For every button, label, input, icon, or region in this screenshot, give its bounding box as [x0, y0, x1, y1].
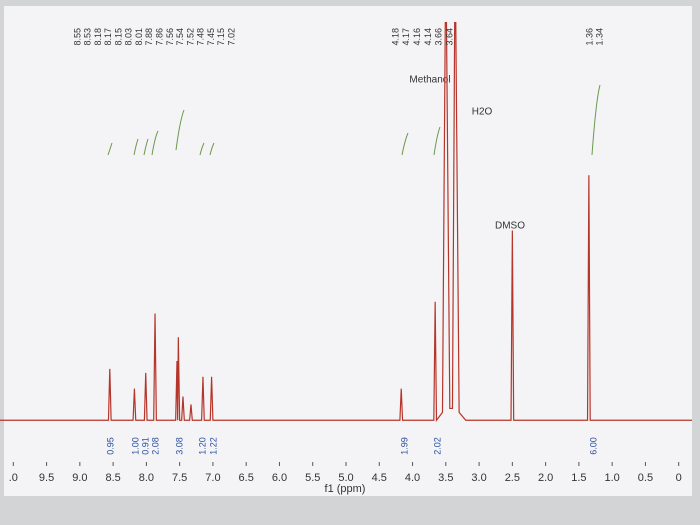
integral-label: 1.22 [208, 437, 218, 455]
x-tick-label: 6.0 [272, 472, 287, 484]
peak-label: 7.02 [226, 28, 236, 46]
x-tick-label: 9.0 [72, 472, 87, 484]
x-tick-label: 7.5 [172, 472, 187, 484]
x-tick-label: 9.5 [39, 472, 54, 484]
x-tick-label: 3.5 [438, 472, 453, 484]
peak-label: 3.64 [444, 28, 454, 46]
x-tick-label: 4.5 [372, 472, 387, 484]
x-tick-label: 1.0 [605, 472, 620, 484]
peak-label: 1.36 [584, 28, 594, 46]
annotation: Methanol [409, 75, 450, 86]
peak-label: 8.17 [103, 28, 113, 46]
annotation: DMSO [495, 221, 525, 232]
x-tick-label: 8.5 [105, 472, 120, 484]
peak-label: 7.52 [185, 28, 195, 46]
peak-label: 7.54 [175, 28, 185, 46]
peak-label: 1.34 [594, 28, 604, 46]
integral-label: 1.00 [130, 437, 140, 455]
peak-label: 7.56 [165, 28, 175, 46]
peak-label: 8.53 [83, 28, 93, 46]
x-tick-label: .0 [9, 472, 18, 484]
peak-label: 7.88 [144, 28, 154, 46]
integral-label: 6.00 [588, 437, 598, 455]
peak-label: 4.18 [390, 28, 400, 46]
x-tick-label: 6.5 [239, 472, 254, 484]
peak-label: 8.18 [93, 28, 103, 46]
x-tick-label: 7.0 [205, 472, 220, 484]
x-axis-label: f1 (ppm) [325, 483, 366, 495]
peak-label: 4.17 [401, 28, 411, 46]
x-tick-label: 2.0 [538, 472, 553, 484]
integral-label: 1.20 [197, 437, 207, 455]
peak-label: 8.55 [72, 28, 82, 46]
peak-label: 7.86 [155, 28, 165, 46]
x-tick-label: 1.5 [571, 472, 586, 484]
peak-label: 8.01 [134, 28, 144, 46]
x-tick-label: 2.5 [505, 472, 520, 484]
integral-label: 1.99 [399, 437, 409, 455]
integral-label: 0.91 [140, 437, 150, 455]
integral-label: 2.02 [432, 437, 442, 455]
annotation: H2O [472, 107, 493, 118]
peak-label: 3.66 [434, 28, 444, 46]
integral-label: 3.08 [174, 437, 184, 455]
screen [4, 6, 692, 496]
spectrum-line [0, 22, 692, 423]
clip-group [0, 22, 692, 423]
integral-label: 0.95 [105, 437, 115, 455]
peak-label: 7.45 [206, 28, 216, 46]
peak-label: 4.14 [423, 28, 433, 46]
x-tick-label: 5.0 [338, 472, 353, 484]
x-tick-label: 3.0 [471, 472, 486, 484]
integral-curves [107, 84, 601, 156]
integral-label: 2.08 [150, 437, 160, 455]
peak-label: 7.15 [216, 28, 226, 46]
x-tick-label: 4.0 [405, 472, 420, 484]
peak-label: 7.48 [196, 28, 206, 46]
peak-label: 4.16 [412, 28, 422, 46]
x-tick-label: 8.0 [139, 472, 154, 484]
x-tick-label: 0.5 [638, 472, 653, 484]
peak-label: 8.03 [124, 28, 134, 46]
peak-label: 8.15 [113, 28, 123, 46]
x-tick-label: 0 [676, 472, 682, 484]
x-tick-label: 5.5 [305, 472, 320, 484]
